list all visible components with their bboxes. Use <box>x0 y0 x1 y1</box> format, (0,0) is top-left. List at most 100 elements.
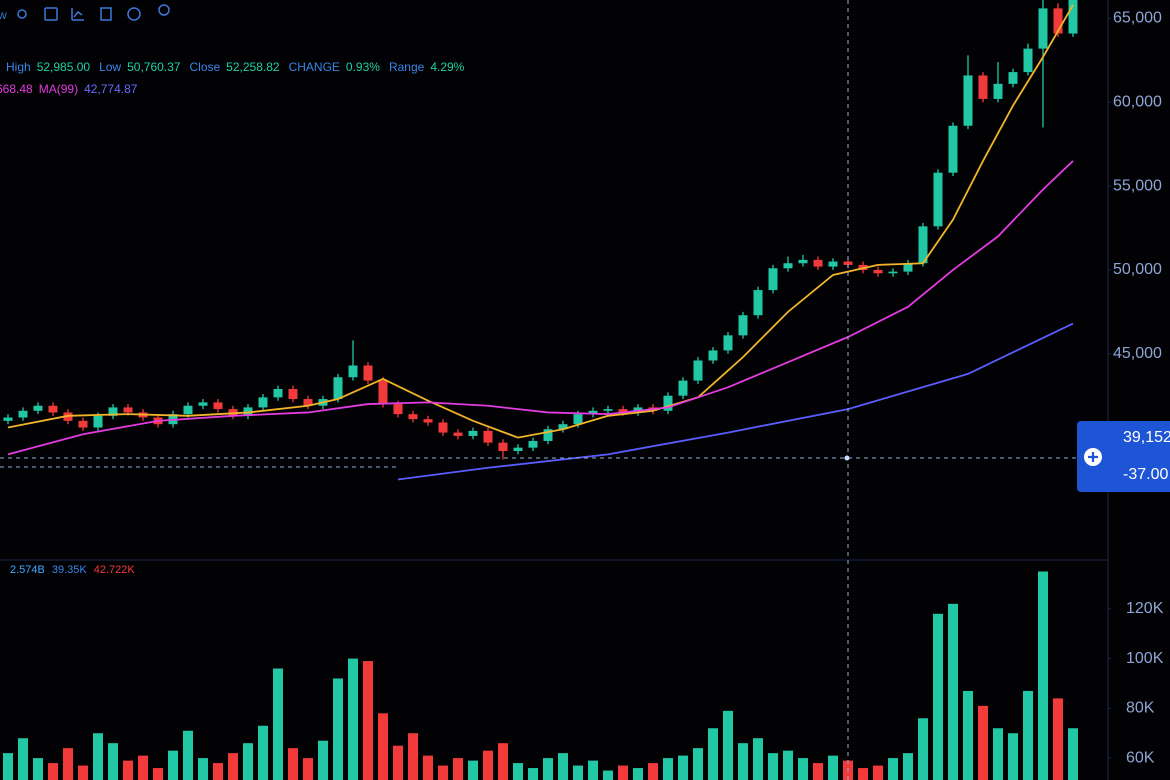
volume-stat: 2.574B <box>10 564 45 576</box>
volume-bar <box>183 730 193 780</box>
volume-bar <box>873 765 883 780</box>
candle-body <box>408 414 418 420</box>
candle-body <box>438 422 448 433</box>
candle-body <box>708 350 718 361</box>
candle-body <box>723 335 733 351</box>
volume-bar <box>1053 698 1063 780</box>
y-tick-label: 80K <box>1126 700 1155 717</box>
candle-body <box>378 380 388 405</box>
volume-bar <box>63 748 73 780</box>
candle-body <box>543 429 553 441</box>
icon[interactable] <box>100 7 112 21</box>
candle-body <box>18 410 28 418</box>
candle-body <box>888 271 898 274</box>
toolbar-label: w <box>0 8 7 22</box>
candle-body <box>873 269 883 274</box>
candle-body <box>1053 8 1063 34</box>
candle-body <box>573 414 583 425</box>
icon[interactable] <box>17 9 27 19</box>
y-tick-label: 65,000 <box>1113 10 1162 27</box>
candle-body <box>783 263 793 269</box>
add-icon <box>1088 452 1098 462</box>
volume-bar <box>858 768 868 780</box>
y-tick-label: 100K <box>1126 650 1164 667</box>
candle-body <box>453 432 463 436</box>
volume-bar <box>1038 571 1048 780</box>
volume-bar <box>528 768 538 780</box>
volume-bar <box>813 763 823 780</box>
price-box-bg <box>1077 421 1170 492</box>
candle-body <box>678 380 688 396</box>
y-tick-label: 45,000 <box>1113 345 1162 362</box>
volume-bar <box>18 738 28 780</box>
ma-value: 42,774.87 <box>84 82 138 96</box>
stat-label: High <box>6 60 31 74</box>
volume-bar <box>363 661 373 780</box>
volume-bar <box>408 733 418 780</box>
volume-bar <box>318 740 328 780</box>
volume-bar <box>153 768 163 780</box>
candle-body <box>588 410 598 415</box>
price-change: -37.00 <box>1123 466 1168 483</box>
candle-body <box>963 75 973 126</box>
stat-label: CHANGE <box>289 60 340 74</box>
stat-label: Close <box>189 60 220 74</box>
candle-body <box>948 125 958 173</box>
volume-stat: 39.35K <box>52 564 88 576</box>
volume-bar <box>108 743 118 780</box>
candle-body <box>618 409 628 413</box>
axes: 45,000 50,000 55,000 60,000 65,000 60K 80K 100K… <box>1108 10 1164 766</box>
volume-bar <box>723 710 733 780</box>
candle-body <box>108 407 118 416</box>
candle-body <box>1008 72 1018 84</box>
candle-body <box>693 360 703 381</box>
icon[interactable] <box>158 4 170 16</box>
stat-label: Range <box>389 60 425 74</box>
candle-body <box>813 259 823 267</box>
volume-bar <box>1068 728 1078 780</box>
icon[interactable] <box>71 8 84 21</box>
candle-body <box>348 365 358 378</box>
volume-bar <box>543 758 553 780</box>
candle-body <box>1023 48 1033 73</box>
volume-bar <box>138 755 148 780</box>
volume-bar <box>393 745 403 780</box>
ma-line <box>7 160 1074 456</box>
volume-bar <box>453 758 463 780</box>
volume-bar <box>483 750 493 780</box>
volume-bar <box>288 748 298 780</box>
volume-bar <box>978 705 988 780</box>
volume-bar <box>1008 733 1018 780</box>
candle-body <box>48 405 58 413</box>
toolbar[interactable]: w <box>0 4 170 22</box>
volume-bar <box>498 743 508 780</box>
candle-body <box>498 442 508 452</box>
volume-bar <box>93 733 103 780</box>
volume-bar <box>468 760 478 780</box>
y-tick-label: 60,000 <box>1113 93 1162 110</box>
ma-value: MA(99) <box>39 82 78 96</box>
volume-bar <box>168 750 178 780</box>
candle-body <box>663 395 673 411</box>
price-box[interactable]: 39,152 -37.00 <box>1077 421 1170 492</box>
volume-bar <box>438 765 448 780</box>
volume-bar <box>243 743 253 780</box>
stat-value: 4.29% <box>430 60 464 74</box>
candle-body <box>288 388 298 400</box>
volume-bar <box>198 758 208 780</box>
volume-bar <box>618 765 628 780</box>
candle-body <box>258 397 268 408</box>
candle-body <box>558 424 568 430</box>
volume-bar <box>1023 690 1033 780</box>
icon[interactable] <box>44 7 58 21</box>
candle-body <box>513 447 523 452</box>
y-tick-label: 55,000 <box>1113 177 1162 194</box>
volume-bar <box>273 668 283 780</box>
volume-bar <box>78 765 88 780</box>
volume-bar <box>513 763 523 780</box>
candle-body <box>33 405 43 411</box>
icon[interactable] <box>127 7 141 21</box>
candle-body <box>78 420 88 428</box>
